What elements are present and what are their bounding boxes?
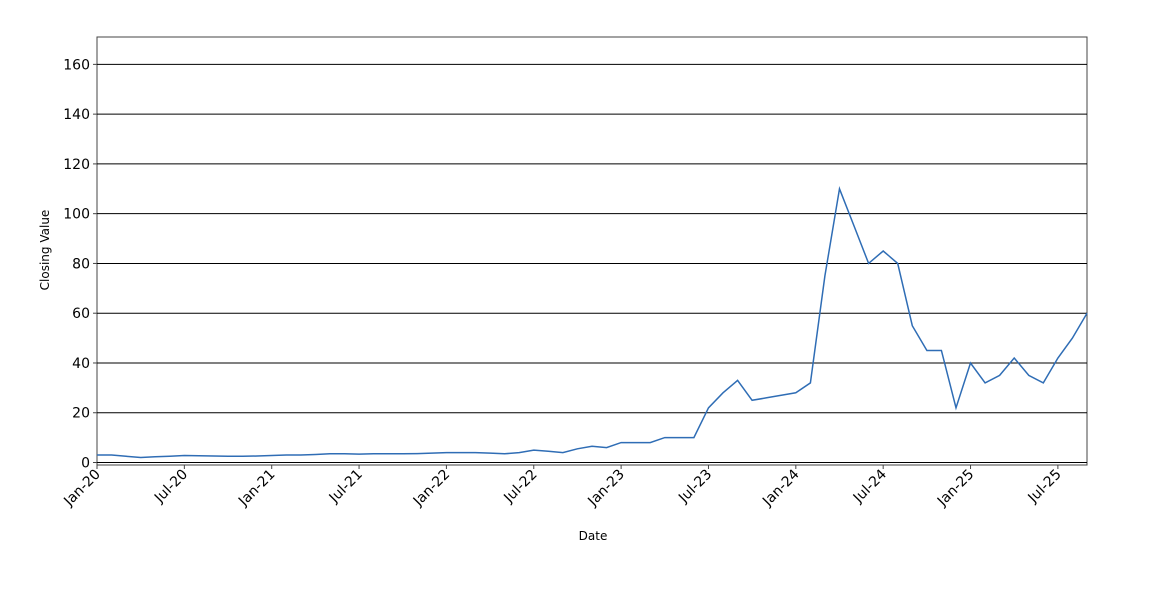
x-tick-label: Jan-21 xyxy=(235,467,278,510)
data-line xyxy=(97,185,1088,459)
y-tick-label: 140 xyxy=(63,107,90,123)
x-tick-label: Jul-25 xyxy=(1025,467,1065,507)
plot-area xyxy=(96,36,1088,466)
y-tick-label: 160 xyxy=(63,57,90,73)
x-tick-label: Jan-25 xyxy=(934,467,977,510)
y-tick-label: 60 xyxy=(72,306,90,322)
x-tick-label: Jul-24 xyxy=(850,466,890,506)
y-tick-label: 40 xyxy=(72,356,90,372)
y-tick-label: 20 xyxy=(72,406,90,422)
x-tick-label: Jul-21 xyxy=(326,467,366,507)
x-tick-label: Jul-23 xyxy=(675,467,715,507)
x-tick-label: Jan-22 xyxy=(410,467,453,510)
x-tick-label: Jul-22 xyxy=(500,467,540,507)
x-tick-label: Jan-23 xyxy=(584,467,627,510)
y-tick-label: 100 xyxy=(63,207,90,223)
x-axis-label: Date xyxy=(579,529,608,543)
x-tick-label: Jan-24 xyxy=(759,466,803,510)
y-axis-label: Closing Value xyxy=(38,210,52,291)
y-tick-label: 120 xyxy=(63,157,90,173)
y-tick-label: 80 xyxy=(72,256,90,272)
x-tick-label: Jul-20 xyxy=(151,467,191,507)
x-tick-label: Jan-20 xyxy=(60,467,103,510)
y-tick-label: 0 xyxy=(81,456,90,472)
